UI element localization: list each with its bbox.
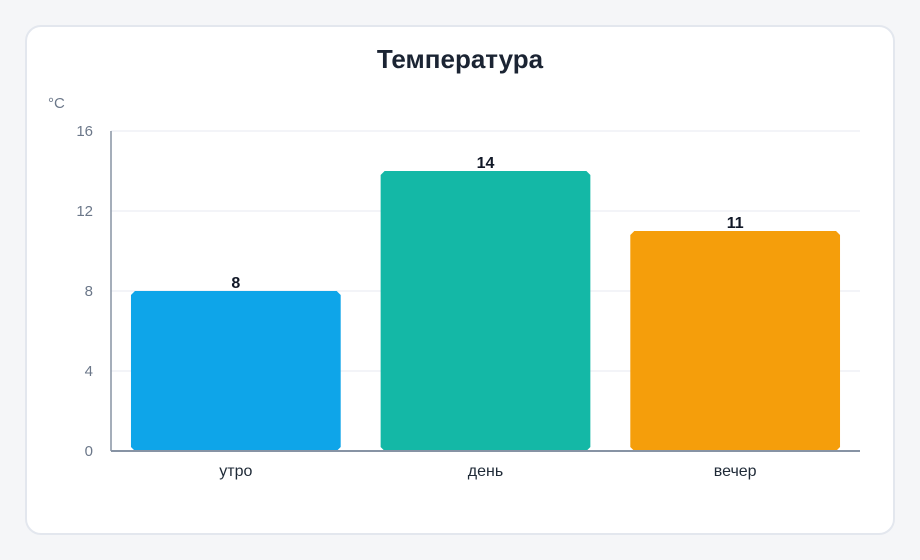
x-category-label: утро xyxy=(219,463,252,480)
y-tick-label: 8 xyxy=(85,283,93,300)
bar-утро[interactable] xyxy=(130,291,341,451)
y-tick-label: 16 xyxy=(76,123,93,140)
data-label: 14 xyxy=(477,155,495,172)
y-axis-ticks: 0 4 8 12 16 xyxy=(76,123,93,460)
bar-день[interactable] xyxy=(380,171,591,451)
bar-вечер[interactable] xyxy=(630,231,841,451)
data-label: 8 xyxy=(231,275,240,292)
y-axis-unit-label: °C xyxy=(48,95,65,112)
y-tick-label: 4 xyxy=(85,363,93,380)
x-axis-categories: утро день вечер xyxy=(219,463,756,480)
y-tick-label: 12 xyxy=(76,203,93,220)
data-label: 11 xyxy=(727,215,744,232)
y-tick-label: 0 xyxy=(85,443,93,460)
bars xyxy=(130,171,841,451)
x-category-label: вечер xyxy=(714,463,757,480)
x-category-label: день xyxy=(468,463,503,480)
data-labels: 8 14 11 xyxy=(231,155,743,292)
chart-title: Температура xyxy=(376,44,544,74)
